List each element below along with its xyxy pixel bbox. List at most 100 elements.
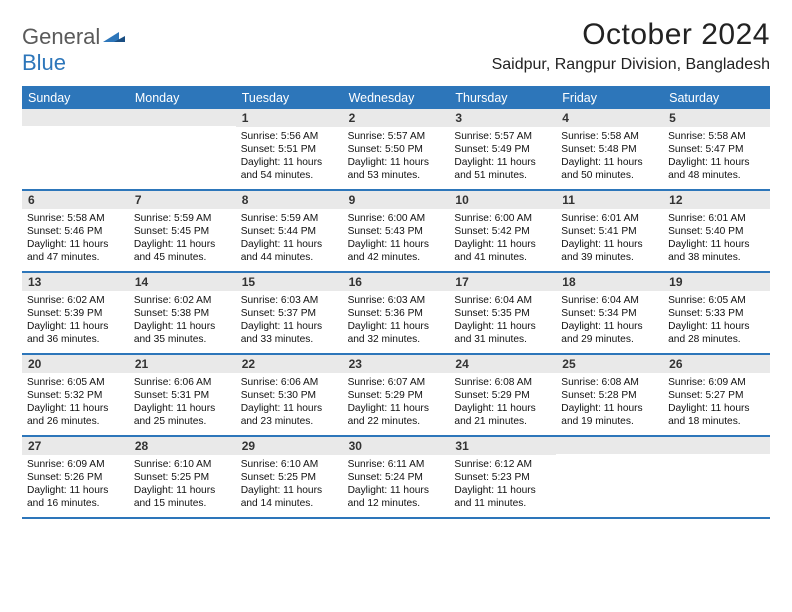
day-cell: 9Sunrise: 6:00 AMSunset: 5:43 PMDaylight…	[343, 191, 450, 271]
sunset-text: Sunset: 5:26 PM	[27, 471, 124, 484]
day-number: 9	[343, 191, 450, 209]
daylight-text: Daylight: 11 hours and 15 minutes.	[134, 484, 231, 510]
sunset-text: Sunset: 5:37 PM	[241, 307, 338, 320]
day-body: Sunrise: 6:04 AMSunset: 5:34 PMDaylight:…	[556, 291, 663, 353]
sunset-text: Sunset: 5:47 PM	[668, 143, 765, 156]
day-body: Sunrise: 6:05 AMSunset: 5:32 PMDaylight:…	[22, 373, 129, 435]
dow-cell: Thursday	[449, 88, 556, 109]
day-cell: 25Sunrise: 6:08 AMSunset: 5:28 PMDayligh…	[556, 355, 663, 435]
day-number: 23	[343, 355, 450, 373]
daylight-text: Daylight: 11 hours and 51 minutes.	[454, 156, 551, 182]
sunset-text: Sunset: 5:28 PM	[561, 389, 658, 402]
day-cell: 7Sunrise: 5:59 AMSunset: 5:45 PMDaylight…	[129, 191, 236, 271]
sunrise-text: Sunrise: 5:59 AM	[241, 212, 338, 225]
sunset-text: Sunset: 5:45 PM	[134, 225, 231, 238]
day-number: 12	[663, 191, 770, 209]
day-cell: 16Sunrise: 6:03 AMSunset: 5:36 PMDayligh…	[343, 273, 450, 353]
daylight-text: Daylight: 11 hours and 12 minutes.	[348, 484, 445, 510]
day-body: Sunrise: 6:02 AMSunset: 5:39 PMDaylight:…	[22, 291, 129, 353]
day-number: 4	[556, 109, 663, 127]
daylight-text: Daylight: 11 hours and 32 minutes.	[348, 320, 445, 346]
day-number: 13	[22, 273, 129, 291]
day-number: 26	[663, 355, 770, 373]
day-number: 17	[449, 273, 556, 291]
dow-cell: Monday	[129, 88, 236, 109]
sunrise-text: Sunrise: 6:08 AM	[454, 376, 551, 389]
day-number: 22	[236, 355, 343, 373]
day-cell: 11Sunrise: 6:01 AMSunset: 5:41 PMDayligh…	[556, 191, 663, 271]
day-cell: 26Sunrise: 6:09 AMSunset: 5:27 PMDayligh…	[663, 355, 770, 435]
day-cell: 14Sunrise: 6:02 AMSunset: 5:38 PMDayligh…	[129, 273, 236, 353]
day-cell: 4Sunrise: 5:58 AMSunset: 5:48 PMDaylight…	[556, 109, 663, 189]
day-body: Sunrise: 6:06 AMSunset: 5:30 PMDaylight:…	[236, 373, 343, 435]
month-title: October 2024	[492, 18, 770, 52]
sunrise-text: Sunrise: 6:06 AM	[134, 376, 231, 389]
day-body: Sunrise: 6:10 AMSunset: 5:25 PMDaylight:…	[236, 455, 343, 517]
dow-cell: Tuesday	[236, 88, 343, 109]
day-body: Sunrise: 6:00 AMSunset: 5:42 PMDaylight:…	[449, 209, 556, 271]
sunset-text: Sunset: 5:29 PM	[348, 389, 445, 402]
day-body: Sunrise: 5:58 AMSunset: 5:48 PMDaylight:…	[556, 127, 663, 189]
logo-icon	[103, 24, 125, 50]
day-number	[556, 437, 663, 454]
day-body: Sunrise: 5:59 AMSunset: 5:45 PMDaylight:…	[129, 209, 236, 271]
day-body: Sunrise: 5:59 AMSunset: 5:44 PMDaylight:…	[236, 209, 343, 271]
day-body: Sunrise: 6:12 AMSunset: 5:23 PMDaylight:…	[449, 455, 556, 517]
day-body: Sunrise: 6:03 AMSunset: 5:36 PMDaylight:…	[343, 291, 450, 353]
day-number: 10	[449, 191, 556, 209]
day-cell	[129, 109, 236, 189]
day-number: 16	[343, 273, 450, 291]
sunrise-text: Sunrise: 6:09 AM	[27, 458, 124, 471]
daylight-text: Daylight: 11 hours and 26 minutes.	[27, 402, 124, 428]
day-body: Sunrise: 6:08 AMSunset: 5:28 PMDaylight:…	[556, 373, 663, 435]
day-number: 8	[236, 191, 343, 209]
daylight-text: Daylight: 11 hours and 22 minutes.	[348, 402, 445, 428]
day-body: Sunrise: 6:00 AMSunset: 5:43 PMDaylight:…	[343, 209, 450, 271]
sunset-text: Sunset: 5:43 PM	[348, 225, 445, 238]
day-number: 24	[449, 355, 556, 373]
day-cell: 1Sunrise: 5:56 AMSunset: 5:51 PMDaylight…	[236, 109, 343, 189]
daylight-text: Daylight: 11 hours and 25 minutes.	[134, 402, 231, 428]
sunrise-text: Sunrise: 5:58 AM	[27, 212, 124, 225]
day-cell: 2Sunrise: 5:57 AMSunset: 5:50 PMDaylight…	[343, 109, 450, 189]
day-cell	[663, 437, 770, 517]
day-cell: 19Sunrise: 6:05 AMSunset: 5:33 PMDayligh…	[663, 273, 770, 353]
daylight-text: Daylight: 11 hours and 50 minutes.	[561, 156, 658, 182]
week-row: 13Sunrise: 6:02 AMSunset: 5:39 PMDayligh…	[22, 273, 770, 355]
day-cell: 24 Sunrise: 6:08 AMSunset: 5:29 PMDayligh…	[449, 355, 556, 435]
sunrise-text: Sunrise: 6:09 AM	[668, 376, 765, 389]
dow-cell: Sunday	[22, 88, 129, 109]
day-number	[129, 109, 236, 126]
day-body: Sunrise: 5:56 AMSunset: 5:51 PMDaylight:…	[236, 127, 343, 189]
sunrise-text: Sunrise: 6:05 AM	[27, 376, 124, 389]
sunrise-text: Sunrise: 6:02 AM	[27, 294, 124, 307]
day-body: Sunrise: 5:57 AMSunset: 5:50 PMDaylight:…	[343, 127, 450, 189]
day-number: 7	[129, 191, 236, 209]
daylight-text: Daylight: 11 hours and 33 minutes.	[241, 320, 338, 346]
day-cell: 15Sunrise: 6:03 AMSunset: 5:37 PMDayligh…	[236, 273, 343, 353]
sunset-text: Sunset: 5:50 PM	[348, 143, 445, 156]
daylight-text: Daylight: 11 hours and 53 minutes.	[348, 156, 445, 182]
day-cell: 12Sunrise: 6:01 AMSunset: 5:40 PMDayligh…	[663, 191, 770, 271]
daylight-text: Daylight: 11 hours and 19 minutes.	[561, 402, 658, 428]
sunrise-text: Sunrise: 6:04 AM	[561, 294, 658, 307]
day-number	[663, 437, 770, 454]
sunset-text: Sunset: 5:46 PM	[27, 225, 124, 238]
day-body: Sunrise: 6:01 AMSunset: 5:40 PMDaylight:…	[663, 209, 770, 271]
day-body: Sunrise: 5:58 AMSunset: 5:46 PMDaylight:…	[22, 209, 129, 271]
dow-cell: Friday	[556, 88, 663, 109]
sunset-text: Sunset: 5:29 PM	[454, 389, 551, 402]
sunrise-text: Sunrise: 6:10 AM	[241, 458, 338, 471]
day-number: 21	[129, 355, 236, 373]
day-cell	[556, 437, 663, 517]
day-cell: 31Sunrise: 6:12 AMSunset: 5:23 PMDayligh…	[449, 437, 556, 517]
day-number: 31	[449, 437, 556, 455]
sunrise-text: Sunrise: 6:06 AM	[241, 376, 338, 389]
day-cell: 20Sunrise: 6:05 AMSunset: 5:32 PMDayligh…	[22, 355, 129, 435]
brand-part1: General	[22, 24, 100, 49]
day-body: Sunrise: 6:05 AMSunset: 5:33 PMDaylight:…	[663, 291, 770, 353]
day-body: Sunrise: 6:09 AMSunset: 5:26 PMDaylight:…	[22, 455, 129, 517]
daylight-text: Daylight: 11 hours and 44 minutes.	[241, 238, 338, 264]
day-body: Sunrise: 6:07 AMSunset: 5:29 PMDaylight:…	[343, 373, 450, 435]
daylight-text: Daylight: 11 hours and 21 minutes.	[454, 402, 551, 428]
